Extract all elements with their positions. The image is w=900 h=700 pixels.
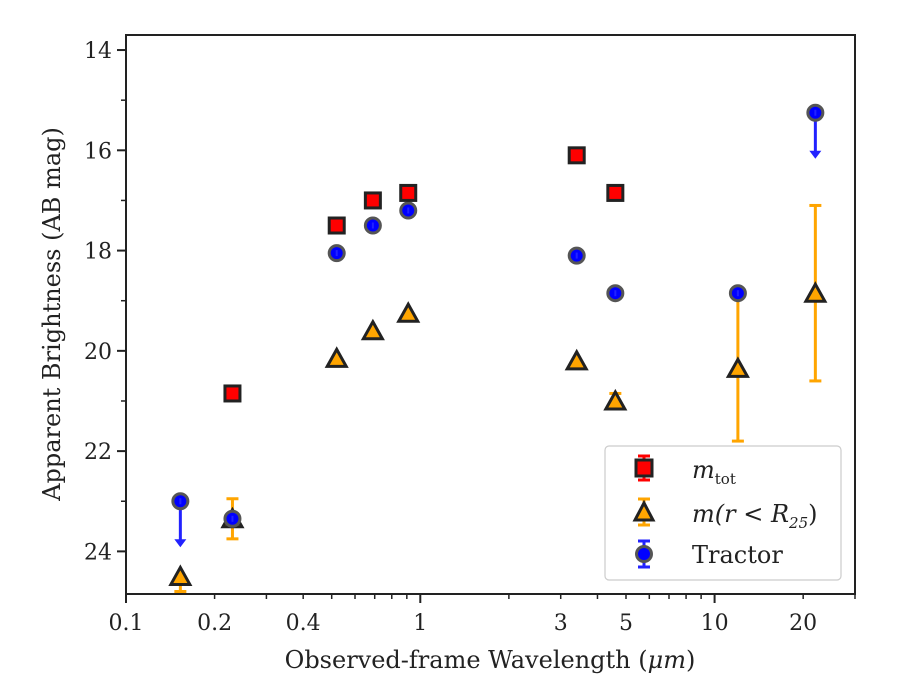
y-tick-label: 18 (84, 240, 112, 265)
x-tick-label: 1 (413, 611, 427, 636)
x-tick-label: 0.2 (197, 611, 232, 636)
x-tick-label: 0.4 (286, 611, 321, 636)
y-tick-label: 22 (84, 440, 112, 465)
x-axis-label: Observed-frame Wavelength (μm) (285, 646, 696, 674)
axis-ticks: 14 16 18 20 22 24 0.1 0.2 0.4 1 3 5 10 20 (84, 39, 856, 636)
triangle-marker (360, 318, 385, 341)
triangle-marker (603, 388, 628, 411)
x-tick-label: 0.1 (109, 611, 144, 636)
y-axis-label: Apparent Brightness (AB mag) (38, 127, 66, 502)
x-tick-label: 5 (619, 611, 633, 636)
legend-square-marker (634, 458, 654, 478)
y-tick-label: 14 (84, 39, 112, 64)
square-marker (567, 146, 586, 165)
plot-frame (125, 34, 856, 595)
y-tick-label: 20 (84, 340, 112, 365)
legend-entry-m-tot: mtot (634, 454, 736, 488)
triangle-marker (168, 564, 193, 586)
legend-circle-marker (635, 545, 653, 563)
upper-limit-arrow-head (809, 150, 822, 159)
triangle-marker (324, 346, 349, 368)
triangle-marker (725, 356, 750, 378)
triangle-marker (396, 301, 421, 323)
x-tick-label: 3 (554, 611, 568, 636)
plot-content (168, 103, 828, 593)
square-marker (363, 191, 382, 210)
legend-triangle-marker (632, 499, 656, 522)
y-tick-label: 24 (84, 540, 112, 565)
legend-entry-tractor: Tractor (635, 539, 783, 569)
legend: mtot m(r < R25) Tractor (604, 445, 842, 581)
legend-label-tractor: Tractor (692, 541, 783, 569)
y-tick-label: 16 (84, 139, 112, 164)
legend-label-m-r25: m(r < R25) (692, 500, 818, 532)
legend-label-m-tot: mtot (692, 456, 736, 488)
square-marker (399, 183, 418, 202)
square-marker (327, 216, 346, 235)
square-marker (606, 183, 625, 202)
triangle-marker (564, 348, 589, 371)
legend-frame (604, 445, 842, 581)
x-tick-label: 10 (701, 611, 729, 636)
legend-entry-m-r25: m(r < R25) (632, 497, 818, 532)
square-marker (223, 384, 242, 403)
x-tick-label: 20 (789, 611, 817, 636)
upper-limit-arrow-head (174, 539, 187, 548)
triangle-marker (803, 281, 828, 303)
